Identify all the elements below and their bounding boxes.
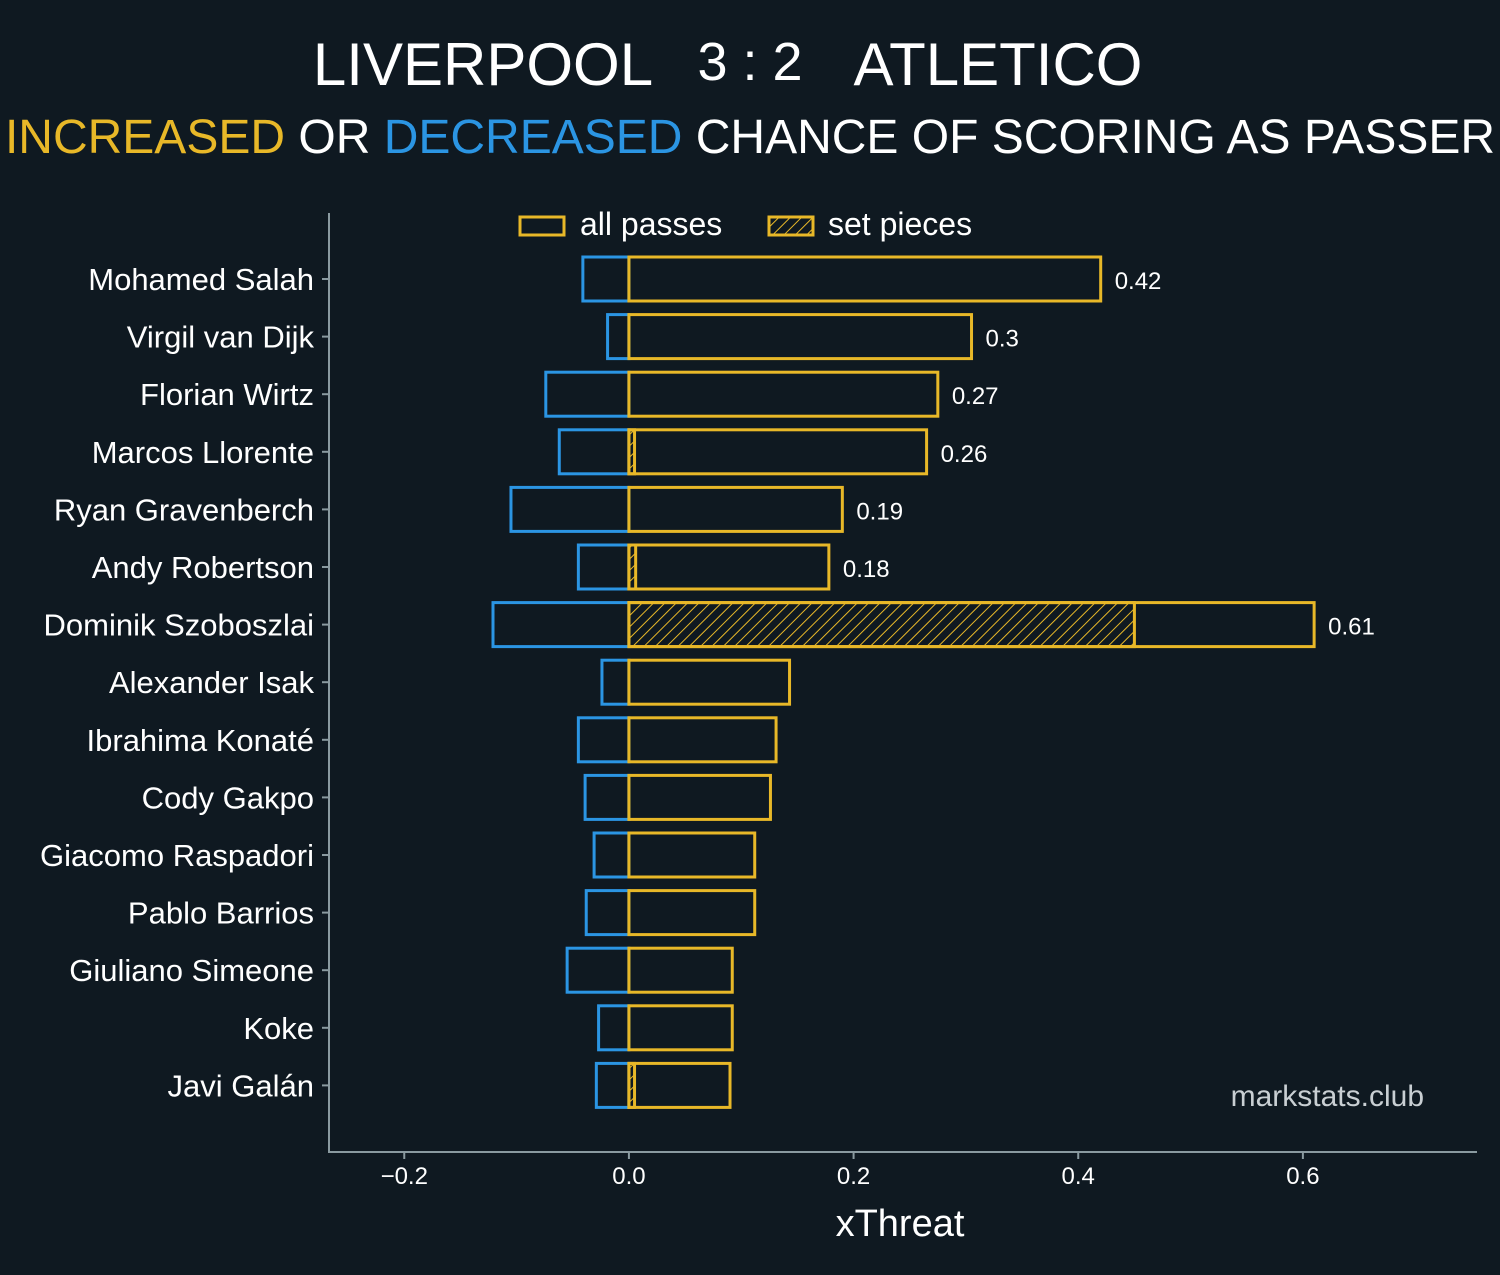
bar-decreased xyxy=(584,889,631,937)
bar-all-passes xyxy=(627,658,792,706)
bar-decreased xyxy=(606,313,631,361)
legend-label-all-passes: all passes xyxy=(580,206,722,242)
bar-decreased xyxy=(583,773,631,821)
y-tick-label: Ibrahima Konaté xyxy=(87,723,314,758)
y-tick-label: Giacomo Raspadori xyxy=(40,838,314,873)
y-tick-label: Ryan Gravenberch xyxy=(54,492,314,527)
y-tick-label: Florian Wirtz xyxy=(140,377,314,412)
watermark: markstats.club xyxy=(1231,1080,1424,1113)
y-tick-label: Marcos Llorente xyxy=(92,435,314,470)
y-tick-label: Cody Gakpo xyxy=(142,780,314,815)
y-tick-label: Andy Robertson xyxy=(92,550,314,585)
subtitle-or: OR xyxy=(285,111,384,164)
bar-value-label: 0.26 xyxy=(941,441,988,468)
bar-all-passes xyxy=(627,831,757,879)
bar-all-passes xyxy=(627,601,1316,649)
bar-value-label: 0.42 xyxy=(1115,268,1162,295)
bar-all-passes xyxy=(627,716,778,764)
bar-decreased xyxy=(594,1061,631,1109)
bar-set-pieces xyxy=(627,601,1136,649)
bar-all-passes xyxy=(627,946,734,994)
bar-all-passes xyxy=(627,255,1103,303)
bar-all-passes xyxy=(627,889,757,937)
x-tick-label: −0.2 xyxy=(381,1163,428,1190)
legend-swatch-set-pieces xyxy=(767,215,815,237)
bar-all-passes xyxy=(627,543,831,591)
bar-value-label: 0.61 xyxy=(1328,614,1375,641)
bar-all-passes xyxy=(627,1004,734,1052)
bar-decreased xyxy=(592,831,631,879)
x-tick-label: 0.0 xyxy=(612,1163,645,1190)
bar-all-passes xyxy=(627,1061,732,1109)
y-tick-label: Dominik Szoboszlai xyxy=(44,608,315,643)
y-tick-labels: Mohamed Salah Virgil van Dijk Florian Wirt… xyxy=(40,262,329,1103)
y-tick-label: Giuliano Simeone xyxy=(69,953,314,988)
title-score: 3 : 2 xyxy=(697,32,802,92)
y-tick-label: Koke xyxy=(243,1011,314,1046)
bar-all-passes xyxy=(627,428,929,476)
bar-value-label: 0.27 xyxy=(952,383,999,410)
bar-decreased xyxy=(600,658,631,706)
y-tick-label: Javi Galán xyxy=(168,1068,314,1103)
bar-decreased xyxy=(576,543,631,591)
bar-all-passes xyxy=(627,485,844,533)
bar-all-passes xyxy=(627,773,772,821)
bar-value-label: 0.19 xyxy=(856,498,903,525)
bars-layer: 0.42 0.3 0.27 0.26 0.19 0.18 0.61 xyxy=(491,255,1375,1109)
bar-decreased xyxy=(581,255,631,303)
bar-decreased xyxy=(565,946,631,994)
subtitle-increased: INCREASED xyxy=(5,111,285,164)
x-axis-label: xThreat xyxy=(836,1203,965,1245)
bar-decreased xyxy=(509,485,631,533)
y-tick-label: Alexander Isak xyxy=(109,665,315,700)
subtitle-rest: CHANCE OF SCORING AS PASSER xyxy=(682,111,1495,164)
subtitle: INCREASED OR DECREASED CHANCE OF SCORING… xyxy=(5,111,1495,164)
legend-label-set-pieces: set pieces xyxy=(828,206,972,242)
bar-decreased xyxy=(491,601,631,649)
title-home-team: LIVERPOOL xyxy=(313,31,653,98)
bar-all-passes xyxy=(627,370,940,418)
legend-swatch-all-passes xyxy=(518,215,566,237)
bar-value-label: 0.18 xyxy=(843,556,890,583)
subtitle-decreased: DECREASED xyxy=(384,111,683,164)
bar-decreased xyxy=(597,1004,631,1052)
title-away-team: ATLETICO xyxy=(854,31,1143,98)
bar-decreased xyxy=(544,370,631,418)
bar-all-passes xyxy=(627,313,974,361)
x-tick-label: 0.4 xyxy=(1062,1163,1095,1190)
x-tick-label: 0.6 xyxy=(1286,1163,1319,1190)
x-tick-labels: −0.2 0.0 0.2 0.4 0.6 xyxy=(381,1152,1320,1190)
y-tick-label: Pablo Barrios xyxy=(128,896,314,931)
legend: all passes set pieces xyxy=(518,206,972,242)
x-tick-label: 0.2 xyxy=(837,1163,870,1190)
bar-value-label: 0.3 xyxy=(986,326,1019,353)
y-tick-label: Virgil van Dijk xyxy=(127,320,315,355)
bar-decreased xyxy=(557,428,631,476)
bar-decreased xyxy=(576,716,631,764)
y-tick-label: Mohamed Salah xyxy=(88,262,314,297)
